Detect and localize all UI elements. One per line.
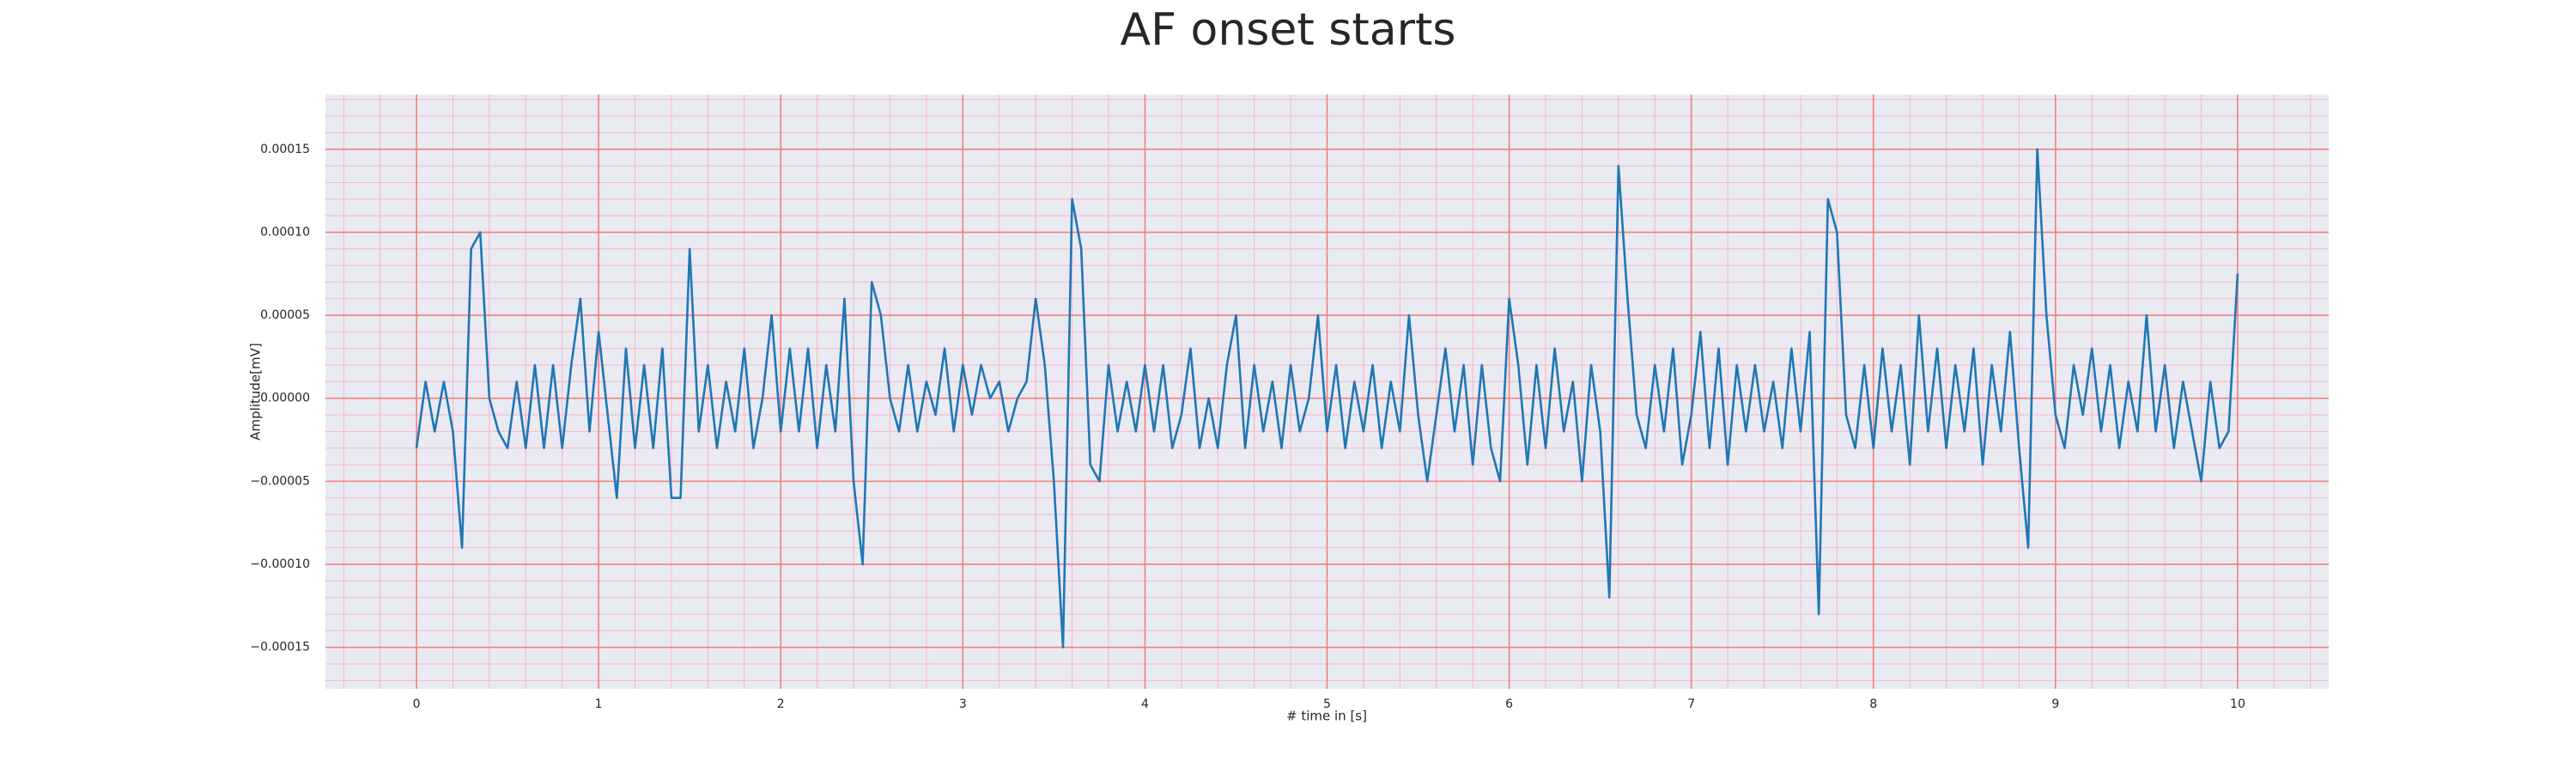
- x-tick-label: 5: [1323, 697, 1331, 711]
- x-tick-label: 3: [959, 697, 967, 711]
- y-tick-label: 0.00015: [260, 143, 310, 156]
- x-tick-label: 8: [1869, 697, 1877, 711]
- y-tick-label: 0.00010: [260, 225, 310, 239]
- y-axis-label: Amplitude[mV]: [248, 343, 264, 440]
- x-tick-label: 6: [1505, 697, 1513, 711]
- y-tick-label: −0.00010: [250, 557, 310, 571]
- x-tick-label: 9: [2051, 697, 2059, 711]
- y-tick-label: −0.00015: [250, 641, 310, 654]
- x-tick-label: 4: [1141, 697, 1149, 711]
- y-tick-label: −0.00005: [250, 474, 310, 488]
- x-tick-label: 7: [1687, 697, 1695, 711]
- x-tick-label: 1: [595, 697, 603, 711]
- x-tick-label: 10: [2230, 697, 2245, 711]
- signal-line: [415, 148, 2239, 648]
- chart-title: AF onset starts: [1121, 4, 1456, 56]
- y-tick-label: 0.00005: [260, 308, 310, 322]
- x-tick-label: 0: [413, 697, 421, 711]
- x-tick-label: 2: [777, 697, 785, 711]
- x-axis-label: # time in [s]: [1286, 709, 1367, 724]
- y-tick-label: 0.00000: [260, 392, 310, 405]
